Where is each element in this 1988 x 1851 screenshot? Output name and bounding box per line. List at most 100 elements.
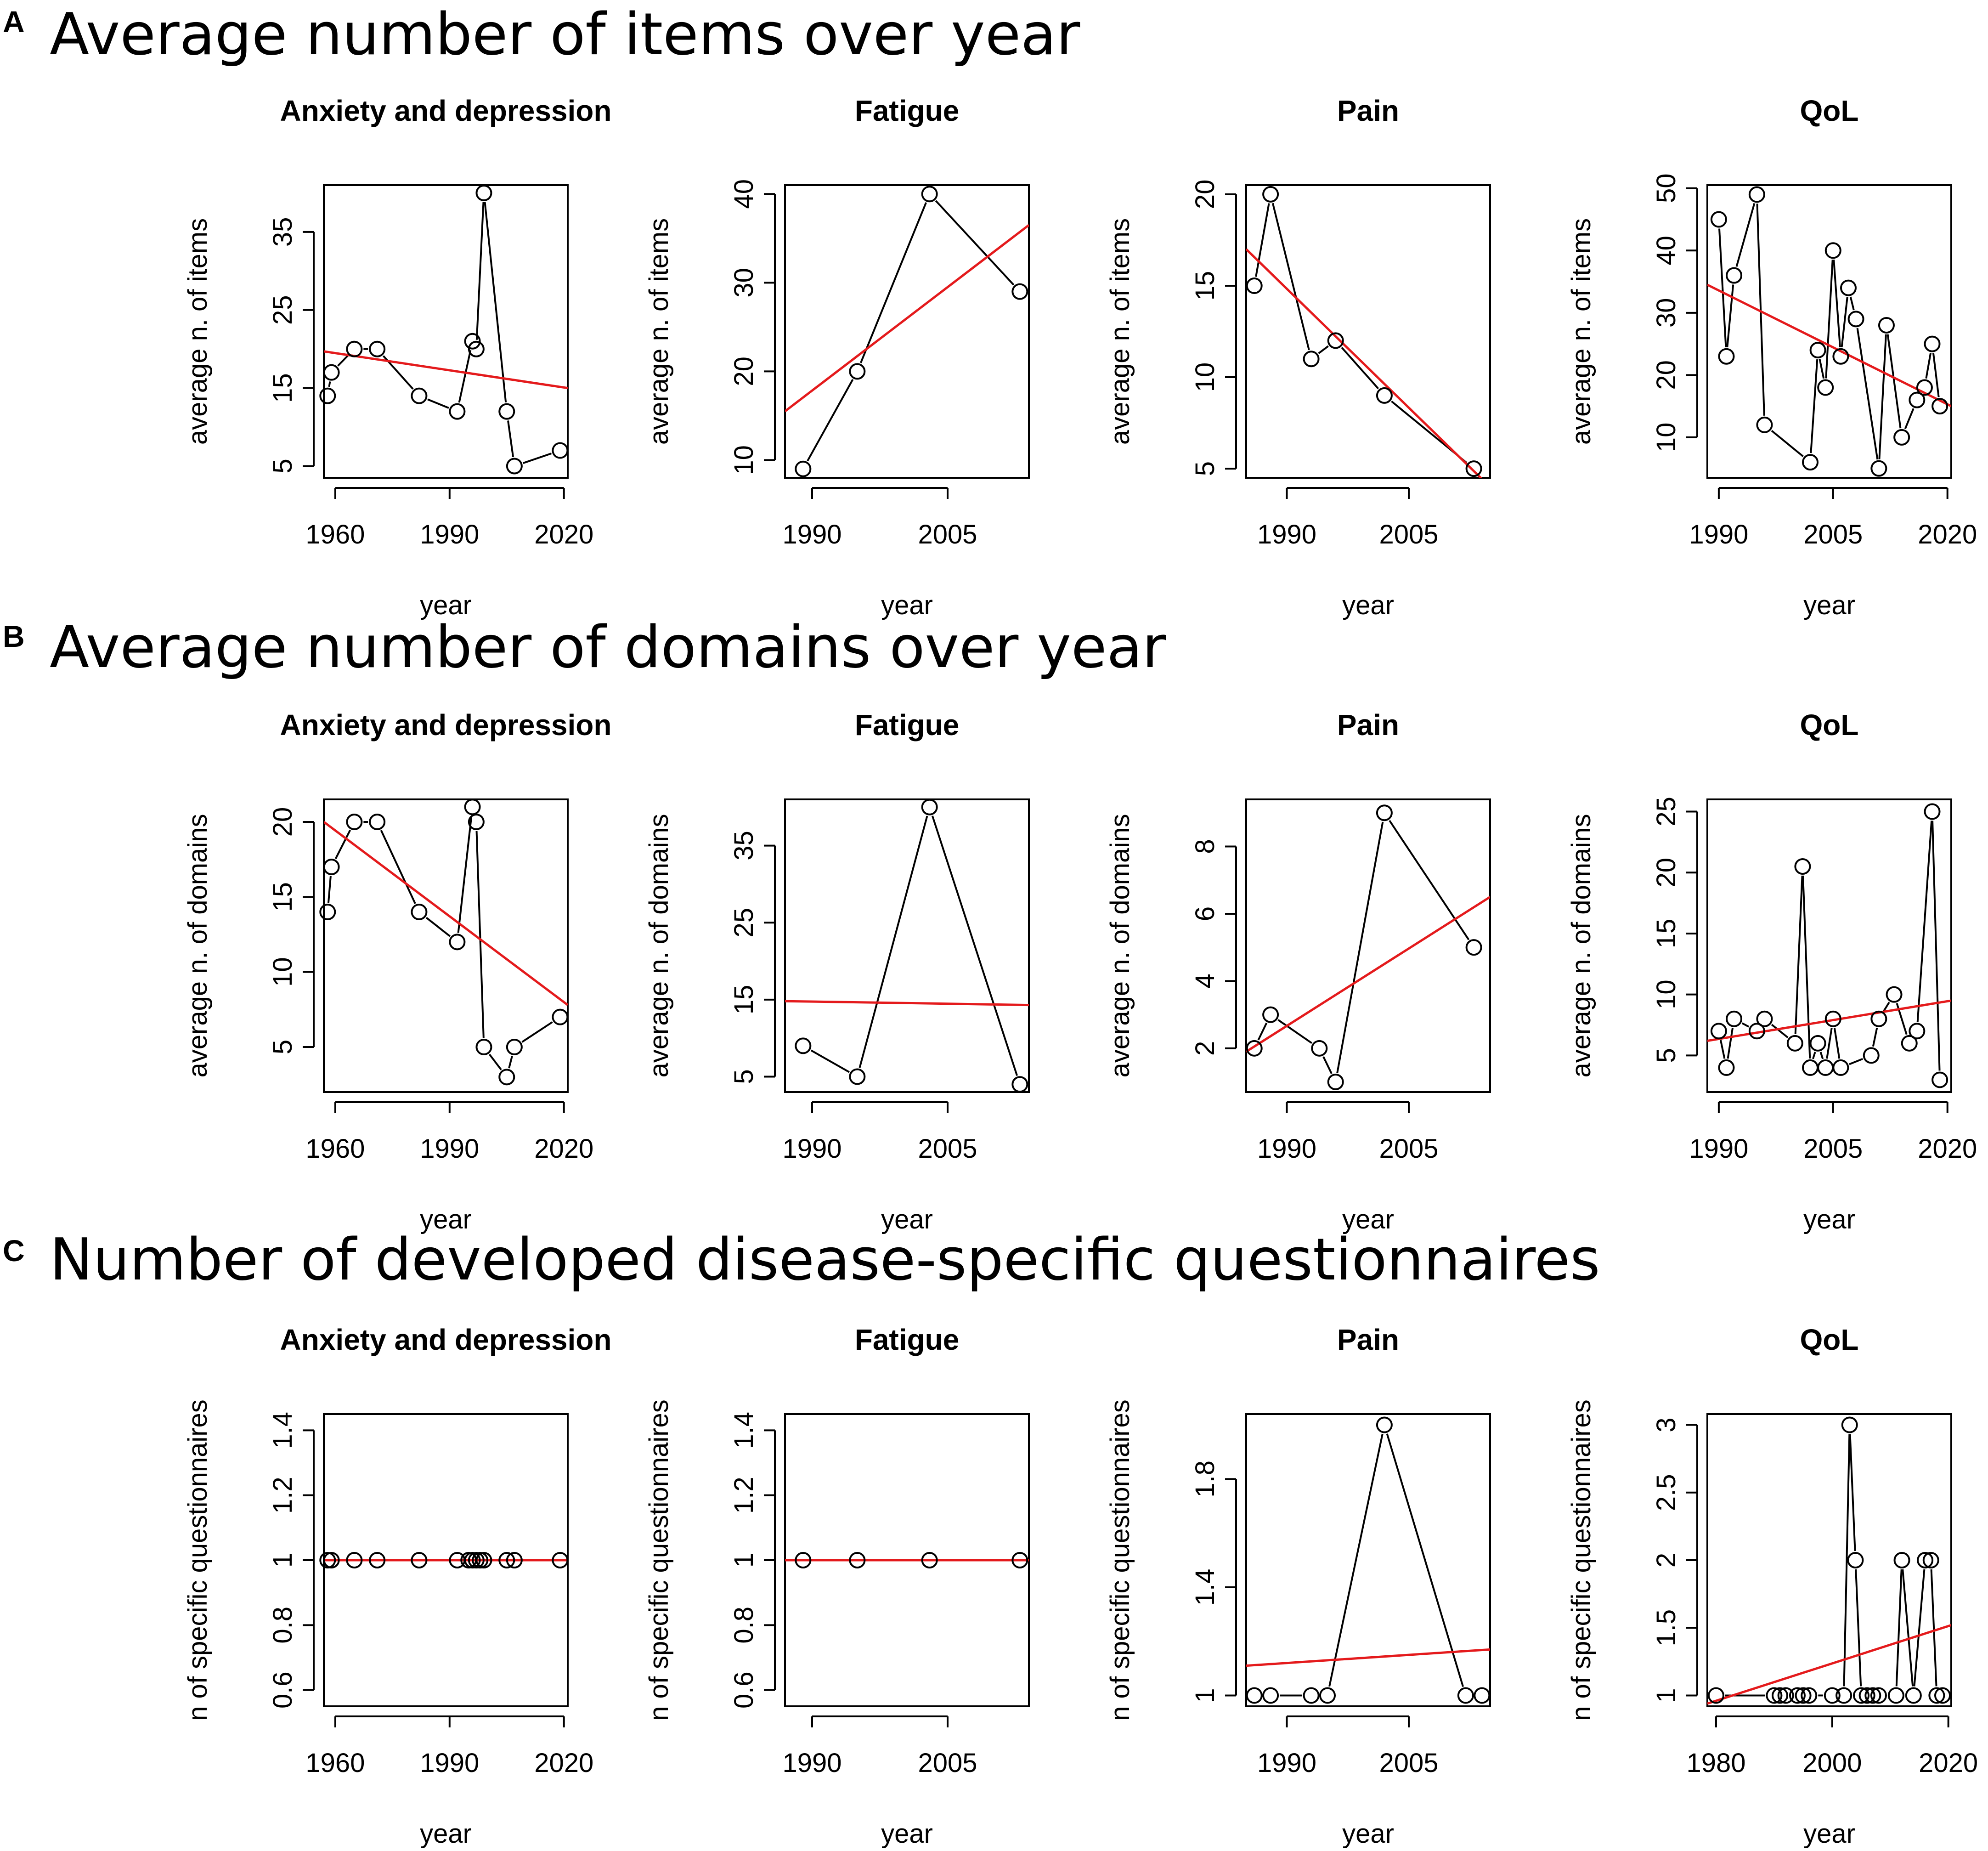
series-segment bbox=[1277, 1019, 1312, 1044]
plot-box bbox=[1706, 798, 1952, 1093]
x-axis-label: year bbox=[881, 1819, 933, 1849]
data-point bbox=[1870, 1687, 1887, 1704]
series-segment bbox=[1771, 430, 1804, 458]
x-tick-label: 1960 bbox=[305, 520, 365, 549]
y-tick-label: 0.8 bbox=[268, 1607, 298, 1644]
data-point bbox=[1893, 1552, 1910, 1568]
y-tick-label: 10 bbox=[1651, 979, 1681, 1009]
y-axis-label: average n. of items bbox=[1105, 218, 1135, 445]
series-segment bbox=[1819, 359, 1825, 379]
x-tick-label: 1990 bbox=[1257, 1134, 1316, 1164]
section-title-c: Number of developed disease-specific que… bbox=[50, 1226, 1600, 1293]
data-point bbox=[468, 814, 485, 830]
data-point bbox=[1710, 1023, 1727, 1040]
data-point bbox=[552, 1008, 569, 1025]
y-tick-label: 5 bbox=[729, 1069, 759, 1084]
series-segment bbox=[1932, 353, 1940, 397]
series-line bbox=[327, 815, 553, 1070]
series-segment bbox=[810, 1049, 850, 1073]
data-point bbox=[1011, 283, 1028, 300]
data-point bbox=[1457, 1687, 1474, 1704]
data-point bbox=[1794, 858, 1811, 875]
x-tick-label: 1980 bbox=[1686, 1748, 1745, 1778]
data-point bbox=[319, 904, 336, 920]
data-point bbox=[323, 1552, 340, 1568]
series-segment bbox=[1932, 821, 1941, 1071]
x-tick-label: 1990 bbox=[1257, 1748, 1316, 1778]
series-segment bbox=[1341, 347, 1379, 390]
data-point bbox=[1756, 416, 1773, 433]
series-segment bbox=[1771, 1024, 1789, 1038]
chart-title: Pain bbox=[1337, 708, 1399, 742]
x-tick-label: 1960 bbox=[305, 1748, 365, 1778]
chart-title: Fatigue bbox=[855, 708, 960, 742]
data-point bbox=[1789, 1687, 1806, 1704]
data-point bbox=[506, 458, 523, 475]
regression-line bbox=[1707, 283, 1951, 408]
data-point bbox=[1262, 1687, 1279, 1704]
regression-line bbox=[1246, 248, 1483, 478]
y-axis-label: average n. of domains bbox=[1566, 814, 1596, 1078]
x-tick-label: 1990 bbox=[420, 1748, 479, 1778]
data-point bbox=[1924, 803, 1941, 820]
series-line bbox=[807, 200, 1015, 462]
data-point bbox=[1836, 1687, 1852, 1704]
data-point bbox=[369, 814, 386, 830]
series-segment bbox=[1856, 328, 1879, 460]
y-tick-label: 1.8 bbox=[1190, 1460, 1220, 1498]
data-point bbox=[1917, 1552, 1934, 1568]
data-point bbox=[1748, 1023, 1765, 1040]
data-point bbox=[1832, 1059, 1849, 1076]
series-segment bbox=[1833, 260, 1841, 347]
x-axis-label: year bbox=[420, 1205, 472, 1234]
data-point bbox=[1905, 1687, 1922, 1704]
data-point bbox=[1893, 429, 1910, 446]
plot-box bbox=[1245, 798, 1491, 1093]
series-segment bbox=[1819, 1052, 1824, 1059]
y-tick-label: 3 bbox=[1651, 1417, 1681, 1432]
y-axis-label: average n. of items bbox=[1566, 218, 1596, 445]
chart-title: Anxiety and depression bbox=[280, 708, 612, 742]
series-line bbox=[810, 815, 1018, 1076]
y-tick-label: 15 bbox=[1651, 919, 1681, 949]
series-segment bbox=[1878, 334, 1887, 459]
series-segment bbox=[860, 202, 927, 363]
chart-c-2: Fatigue 1990 2005 year 0.6 0.8 1 1.2 1.4 n of spe… bbox=[644, 1323, 1030, 1849]
data-point bbox=[1802, 454, 1819, 471]
regression-line bbox=[1707, 1624, 1951, 1705]
y-tick-label: 30 bbox=[1651, 298, 1681, 328]
data-point bbox=[1801, 1687, 1818, 1704]
x-tick-label: 1990 bbox=[420, 520, 479, 549]
y-axis-label: average n. of items bbox=[644, 218, 674, 445]
data-point bbox=[1932, 398, 1948, 415]
y-tick-label: 10 bbox=[729, 445, 759, 475]
data-point bbox=[849, 1068, 866, 1085]
data-point bbox=[1909, 391, 1926, 408]
data-point bbox=[1376, 804, 1393, 821]
data-point bbox=[506, 1039, 523, 1055]
x-axis-label: year bbox=[1342, 590, 1394, 620]
data-point bbox=[1817, 379, 1834, 396]
series-segment bbox=[508, 1055, 513, 1069]
section-letter-b: B bbox=[3, 619, 25, 653]
x-tick-label: 2000 bbox=[1802, 1748, 1862, 1778]
data-point bbox=[1303, 1687, 1320, 1704]
y-tick-label: 20 bbox=[729, 357, 759, 386]
series-line bbox=[328, 202, 552, 464]
series-segment bbox=[475, 831, 485, 1038]
x-tick-label: 1990 bbox=[782, 520, 842, 549]
series-segment bbox=[1741, 1022, 1750, 1028]
y-axis-label: average n. of items bbox=[183, 218, 213, 445]
x-tick-label: 1960 bbox=[305, 1134, 365, 1164]
data-point bbox=[1246, 1687, 1263, 1704]
series-segment bbox=[425, 917, 451, 937]
x-tick-label: 2005 bbox=[1803, 1134, 1863, 1164]
series-segment bbox=[1802, 875, 1811, 1059]
series-segment bbox=[1895, 1569, 1903, 1687]
series-segment bbox=[1886, 334, 1902, 429]
plot-box bbox=[1706, 1413, 1952, 1707]
data-point bbox=[346, 814, 363, 830]
chart-b-4: QoL 1990 2005 2020 year 5 10 15 20 25 average n. o… bbox=[1566, 708, 1977, 1234]
data-point bbox=[1718, 348, 1735, 365]
